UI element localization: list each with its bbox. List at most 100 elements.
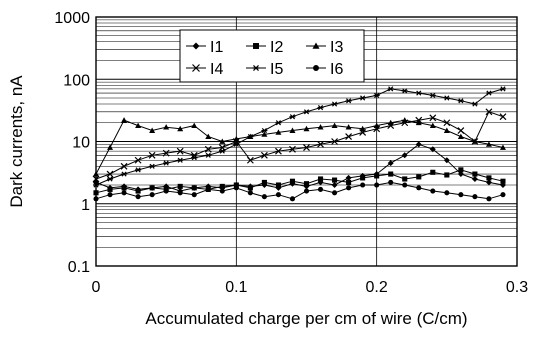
data-point bbox=[444, 190, 450, 196]
legend-item: I1 bbox=[186, 39, 223, 56]
data-point bbox=[443, 157, 450, 164]
data-point bbox=[499, 86, 506, 92]
y-axis-title: Dark currents, nA bbox=[7, 75, 26, 208]
series-layer bbox=[92, 86, 507, 202]
data-point bbox=[163, 188, 169, 194]
data-point bbox=[402, 176, 408, 182]
legend-marker bbox=[312, 42, 320, 49]
y-tick-label: 100 bbox=[63, 72, 90, 89]
data-point bbox=[388, 171, 394, 177]
data-point bbox=[191, 185, 197, 191]
data-point bbox=[177, 190, 183, 196]
data-point bbox=[134, 156, 142, 164]
data-point bbox=[261, 179, 267, 185]
data-point bbox=[345, 124, 352, 130]
data-point bbox=[401, 88, 408, 94]
data-point bbox=[429, 122, 436, 129]
data-point bbox=[429, 114, 437, 122]
data-point bbox=[499, 144, 506, 150]
data-point bbox=[303, 144, 310, 151]
data-point bbox=[415, 116, 423, 124]
data-point bbox=[163, 160, 170, 166]
data-point bbox=[135, 194, 141, 200]
data-point bbox=[260, 151, 268, 159]
data-point bbox=[261, 127, 268, 134]
data-point bbox=[359, 95, 366, 101]
data-point bbox=[331, 138, 338, 145]
data-point bbox=[317, 105, 324, 111]
data-point bbox=[485, 179, 492, 186]
data-point bbox=[163, 124, 170, 130]
legend-marker bbox=[313, 65, 319, 71]
data-point bbox=[346, 179, 352, 185]
data-point bbox=[359, 125, 366, 132]
data-point bbox=[303, 109, 310, 115]
data-point bbox=[471, 138, 479, 145]
data-point bbox=[499, 113, 507, 121]
data-point bbox=[107, 176, 114, 182]
data-point bbox=[472, 171, 478, 177]
data-point bbox=[485, 141, 492, 147]
data-point bbox=[457, 98, 464, 104]
data-point bbox=[247, 133, 254, 140]
data-point bbox=[275, 192, 281, 198]
data-point bbox=[317, 140, 324, 148]
legend-item: I6 bbox=[306, 61, 343, 78]
data-point bbox=[332, 190, 338, 196]
data-point bbox=[500, 178, 506, 184]
data-point bbox=[219, 188, 225, 194]
legend-marker bbox=[253, 43, 259, 49]
legend-label: I2 bbox=[270, 39, 283, 56]
data-point bbox=[444, 172, 450, 178]
data-point bbox=[121, 185, 127, 191]
y-tick-label: 1000 bbox=[54, 10, 90, 27]
data-point bbox=[373, 125, 381, 133]
data-point bbox=[261, 194, 267, 200]
data-point bbox=[275, 120, 282, 126]
data-point bbox=[191, 122, 198, 129]
legend-box bbox=[179, 29, 365, 83]
data-point bbox=[303, 181, 310, 187]
data-point bbox=[205, 152, 212, 158]
series-I6 bbox=[93, 179, 506, 202]
data-point bbox=[135, 167, 142, 173]
data-point bbox=[457, 171, 464, 178]
data-point bbox=[486, 196, 492, 202]
data-point bbox=[219, 148, 226, 154]
data-point bbox=[205, 133, 212, 139]
legend-item: I4 bbox=[186, 61, 223, 78]
data-point bbox=[204, 145, 212, 153]
y-tick-label: 1 bbox=[81, 197, 90, 214]
data-point bbox=[485, 108, 493, 116]
data-point bbox=[107, 186, 113, 192]
data-point bbox=[345, 98, 352, 104]
data-point bbox=[471, 101, 478, 107]
data-point bbox=[374, 182, 380, 188]
data-point bbox=[121, 190, 127, 196]
legend-item: I3 bbox=[306, 39, 343, 56]
legend-label: I6 bbox=[330, 61, 343, 78]
data-point bbox=[317, 124, 324, 130]
data-point bbox=[177, 157, 184, 163]
data-point bbox=[387, 86, 394, 92]
series-line bbox=[95, 119, 504, 175]
data-point bbox=[135, 188, 141, 194]
data-point bbox=[233, 185, 239, 191]
data-point bbox=[176, 147, 184, 155]
legend-item: I5 bbox=[246, 61, 283, 78]
data-point bbox=[401, 119, 409, 127]
data-point bbox=[415, 90, 422, 96]
data-point bbox=[374, 173, 380, 179]
data-point bbox=[373, 92, 380, 98]
series-line bbox=[95, 169, 504, 194]
data-point bbox=[246, 156, 254, 164]
data-point bbox=[149, 192, 155, 198]
legend-marker bbox=[252, 65, 260, 71]
data-point bbox=[443, 127, 450, 133]
data-point bbox=[486, 175, 492, 181]
data-point bbox=[289, 114, 296, 120]
x-tick-label: 0.3 bbox=[506, 279, 528, 296]
